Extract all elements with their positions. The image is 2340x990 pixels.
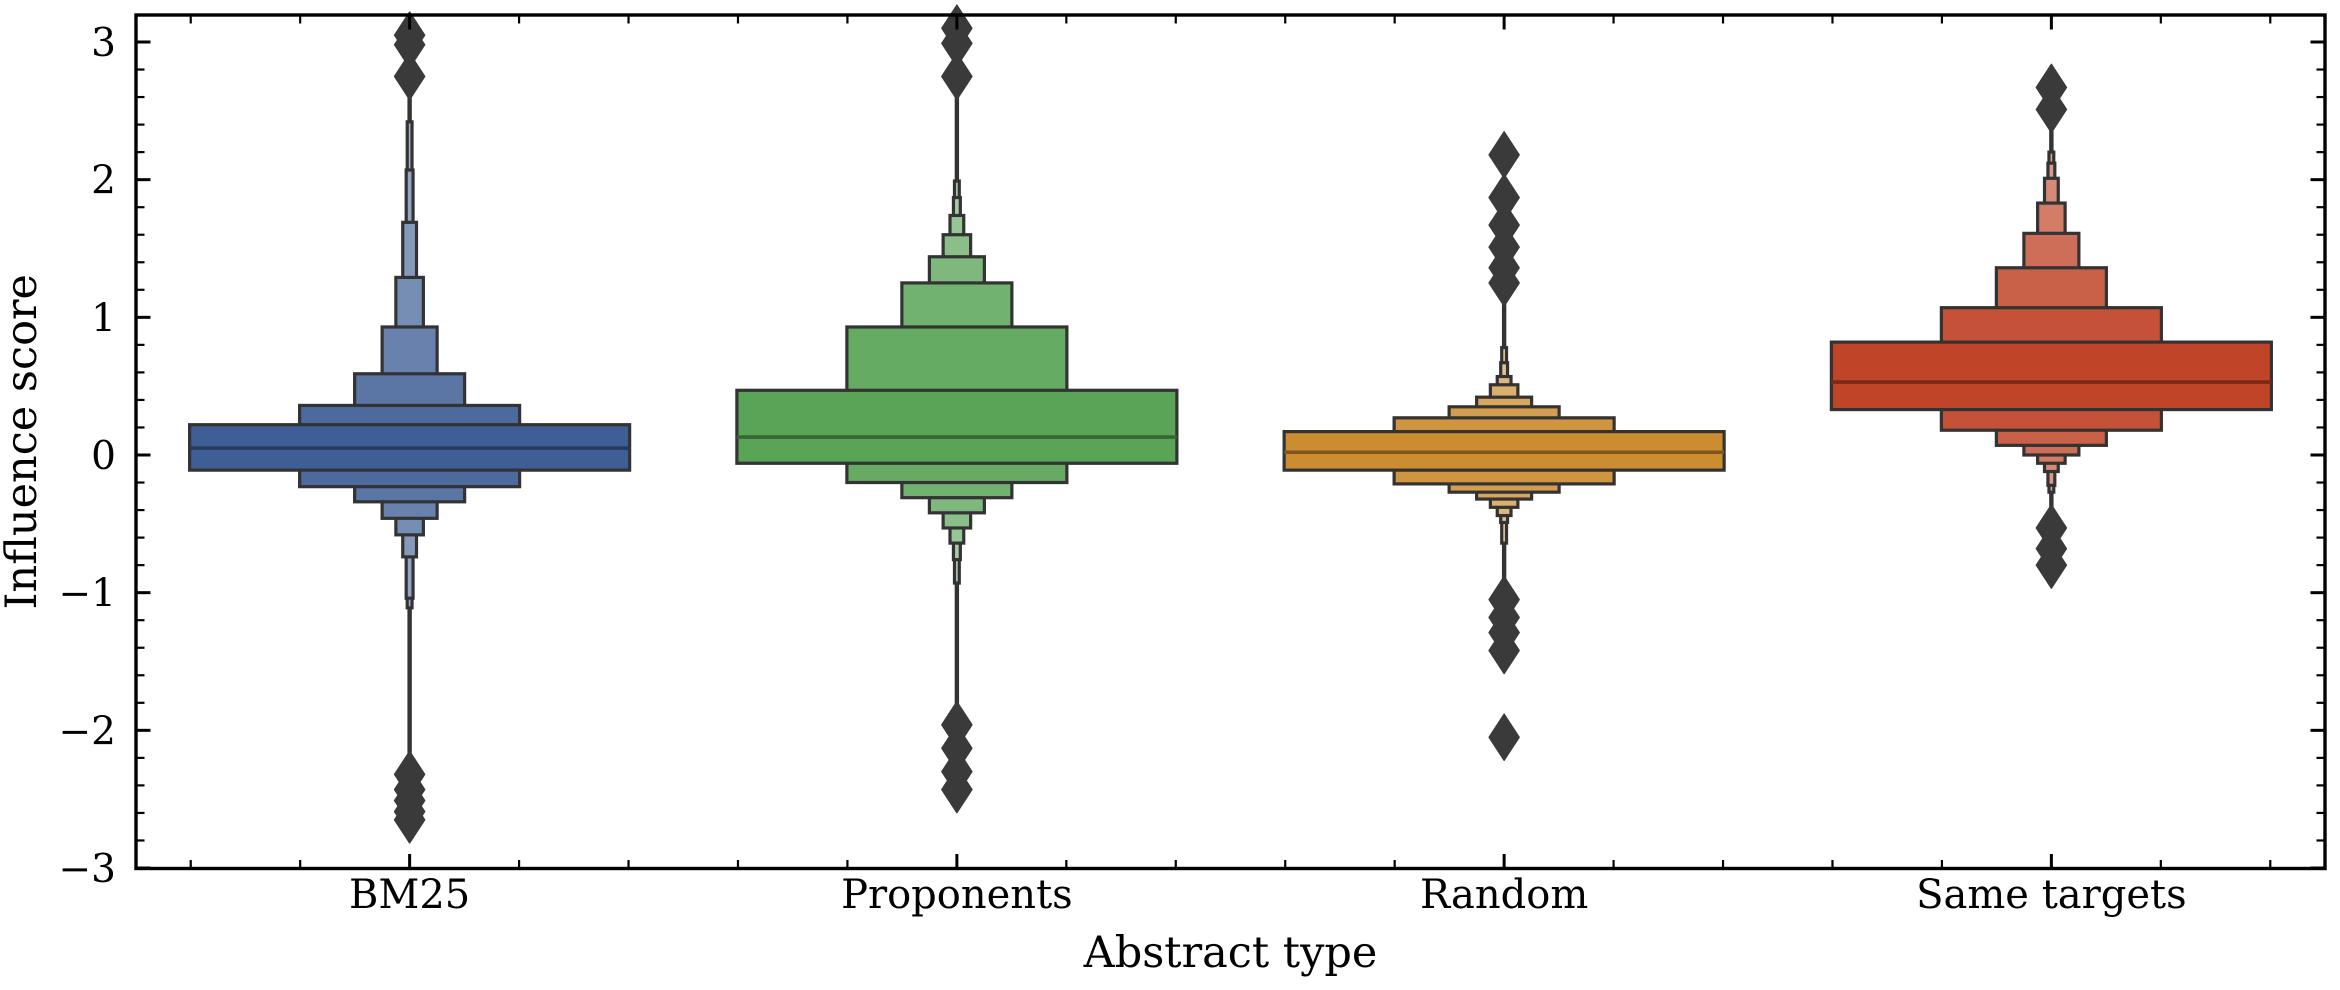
x-tick-label: Proponents: [841, 872, 1073, 918]
outlier-diamond: [393, 796, 426, 844]
letter-value-box-l0: [1829, 340, 2273, 412]
outlier-diamond: [941, 52, 973, 101]
y-tick-label: −2: [59, 709, 117, 754]
x-tick-label: Random: [1420, 872, 1588, 918]
outlier-diamond: [393, 52, 426, 101]
outlier-diamond: [1488, 713, 1520, 761]
axis-ticks: [136, 15, 2325, 870]
y-tick-label: 2: [91, 159, 116, 204]
y-tick-label: −1: [59, 572, 117, 617]
y-axis-label: Influence score: [0, 274, 47, 609]
y-tick-label: −3: [59, 847, 117, 892]
boxen-group-random: [1282, 131, 1726, 761]
letter-value-box-l0: [735, 388, 1179, 465]
x-axis-label: Abstract type: [1083, 928, 1378, 978]
x-tick-label: Same targets: [1916, 872, 2187, 918]
y-tick-label: 0: [91, 434, 116, 479]
outlier-diamond: [1488, 259, 1520, 307]
outlier-diamond: [2035, 85, 2068, 134]
boxen-group-proponents: [735, 4, 1179, 814]
outlier-diamond: [1488, 626, 1520, 675]
outlier-diamond: [2035, 541, 2068, 589]
y-tick-label: 3: [91, 21, 116, 66]
plot-border: [134, 13, 2327, 871]
y-tick-label: 1: [91, 296, 116, 341]
boxen-group-same-targets: [1829, 63, 2273, 589]
outlier-diamond: [941, 765, 973, 814]
boxen-group-bm25: [188, 11, 632, 844]
x-tick-label: BM25: [349, 872, 470, 918]
